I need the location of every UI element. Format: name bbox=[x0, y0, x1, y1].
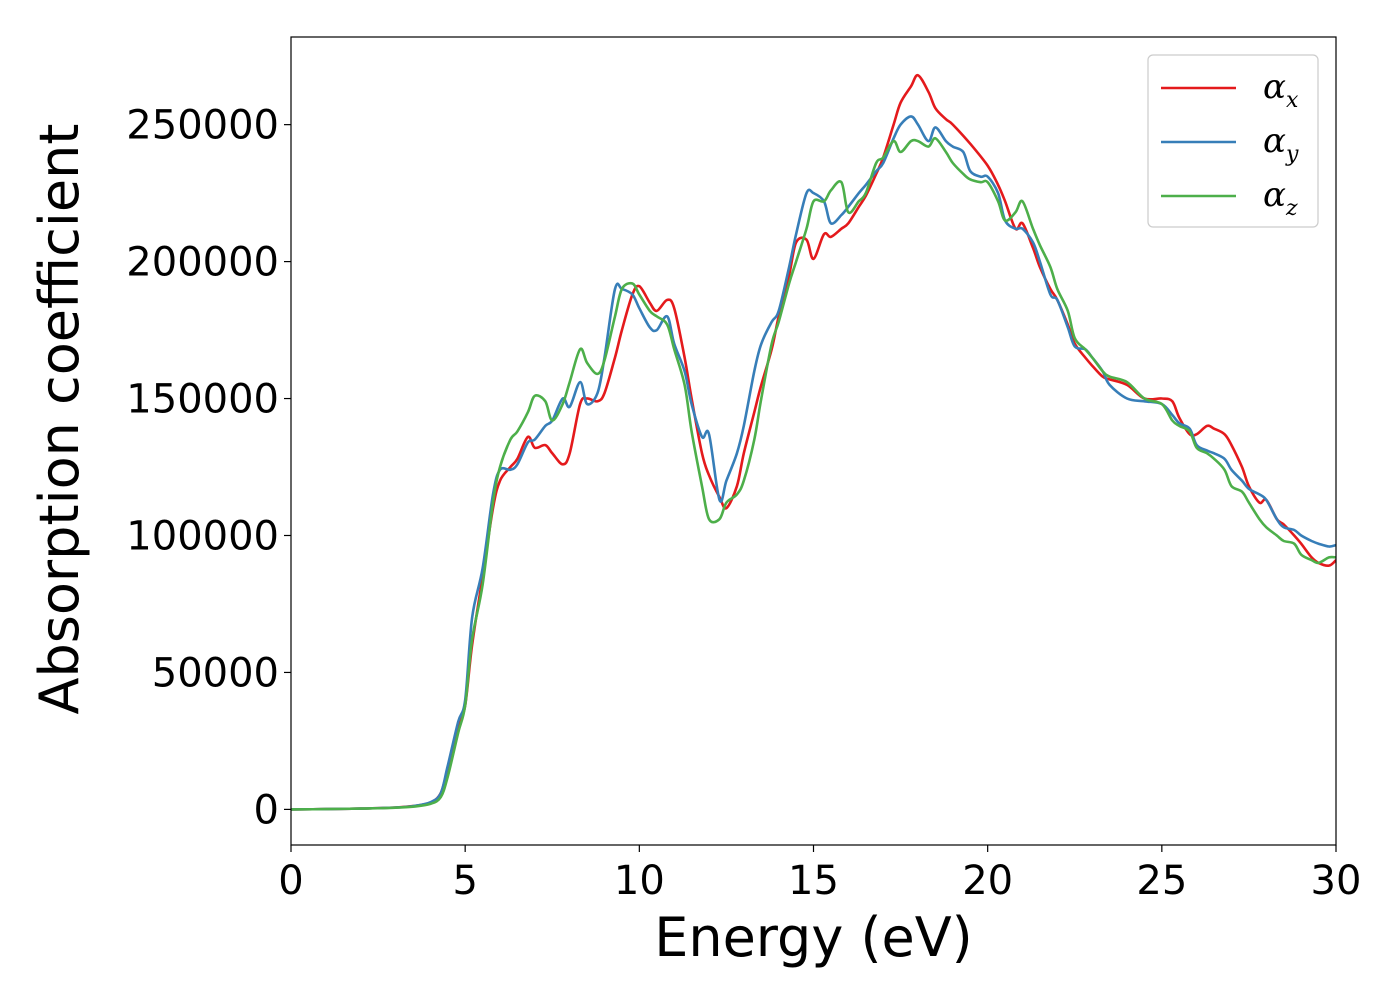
x-tick-label: 15 bbox=[788, 858, 839, 904]
series-line-z bbox=[291, 137, 1336, 811]
legend-label-y: αy bbox=[1263, 121, 1299, 167]
x-axis-title: Energy (eV) bbox=[654, 906, 973, 969]
x-tick-label: 0 bbox=[278, 858, 303, 904]
x-tick-label: 30 bbox=[1311, 858, 1362, 904]
y-tick-label: 50000 bbox=[152, 650, 279, 696]
series-layer bbox=[291, 73, 1336, 811]
x-tick-label: 10 bbox=[614, 858, 665, 904]
y-tick-label: 200000 bbox=[126, 240, 279, 286]
x-tick-label: 20 bbox=[962, 858, 1013, 904]
legend-label-z: αz bbox=[1263, 175, 1298, 221]
y-tick-label: 100000 bbox=[126, 513, 279, 559]
y-axis-ticks: 0 50000 100000 150000 200000 250000 bbox=[126, 103, 291, 833]
y-axis-title: Absorption coefficient bbox=[28, 124, 91, 715]
x-tick-label: 25 bbox=[1136, 858, 1187, 904]
y-tick-label: 150000 bbox=[126, 377, 279, 423]
x-tick-label: 5 bbox=[452, 858, 477, 904]
legend: αx αy αz bbox=[1147, 54, 1319, 228]
y-tick-label: 0 bbox=[254, 787, 279, 833]
legend-label-x: αx bbox=[1263, 67, 1299, 113]
y-tick-label: 250000 bbox=[126, 103, 279, 149]
x-axis-ticks: 0 5 10 15 20 25 30 bbox=[278, 845, 1361, 904]
